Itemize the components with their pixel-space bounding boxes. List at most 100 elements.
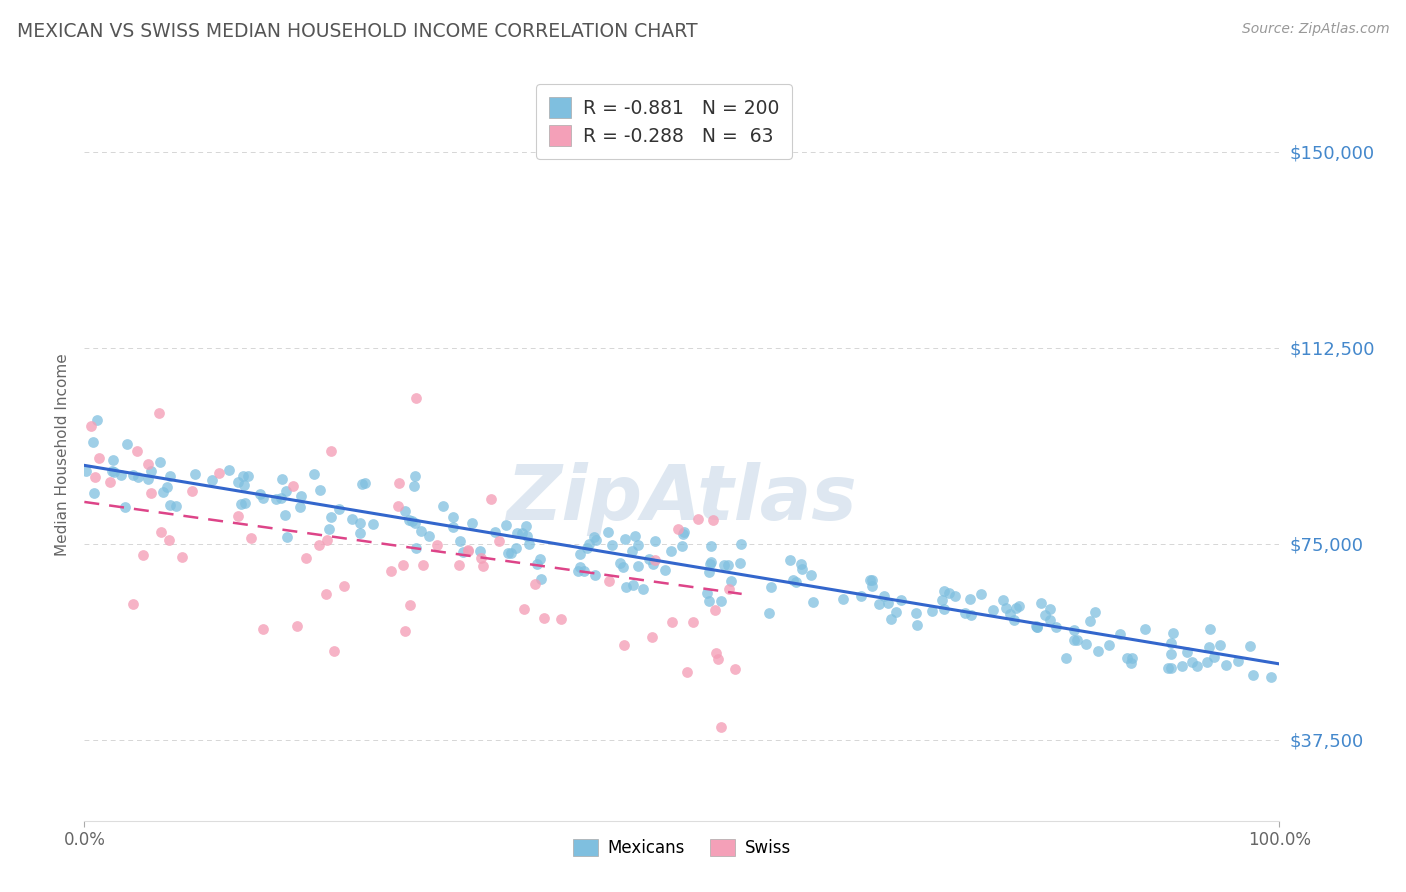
Point — [995, 600, 1018, 615]
Point — [877, 596, 900, 610]
Point — [533, 611, 555, 625]
Point — [801, 594, 824, 608]
Point — [585, 533, 607, 547]
Point — [349, 516, 371, 531]
Point — [505, 525, 527, 540]
Point — [150, 524, 173, 539]
Point — [276, 484, 298, 499]
Point — [970, 587, 993, 601]
Point — [627, 558, 650, 573]
Point — [720, 574, 742, 589]
Point — [349, 526, 371, 541]
Point — [83, 486, 105, 500]
Point — [641, 557, 664, 571]
Point — [860, 579, 883, 593]
Point — [624, 528, 647, 542]
Point — [730, 537, 752, 551]
Point — [515, 519, 537, 533]
Point — [931, 593, 953, 607]
Point — [644, 534, 666, 549]
Point — [654, 564, 676, 578]
Point — [1198, 640, 1220, 654]
Point — [103, 466, 125, 480]
Point — [75, 464, 97, 478]
Point — [229, 497, 252, 511]
Point — [676, 665, 699, 679]
Point — [252, 491, 274, 505]
Point — [582, 529, 605, 543]
Point — [873, 589, 896, 603]
Point — [1209, 638, 1232, 652]
Point — [394, 504, 416, 518]
Point — [621, 544, 644, 558]
Point — [285, 618, 308, 632]
Point — [1074, 637, 1097, 651]
Point — [713, 558, 735, 572]
Point — [609, 556, 631, 570]
Point — [352, 477, 374, 491]
Point — [309, 483, 332, 497]
Point — [319, 510, 342, 524]
Point — [1160, 636, 1182, 650]
Point — [1002, 613, 1025, 627]
Point — [1202, 649, 1225, 664]
Point — [717, 558, 740, 573]
Point — [572, 564, 595, 578]
Point — [600, 538, 623, 552]
Point — [457, 543, 479, 558]
Point — [598, 525, 620, 540]
Point — [398, 598, 420, 612]
Point — [139, 464, 162, 478]
Point — [526, 557, 548, 571]
Point — [1181, 655, 1204, 669]
Point — [443, 509, 465, 524]
Point — [707, 652, 730, 666]
Point — [1025, 620, 1047, 634]
Point — [159, 498, 181, 512]
Point — [125, 444, 148, 458]
Point — [1121, 650, 1143, 665]
Point — [252, 622, 274, 636]
Point — [82, 435, 104, 450]
Point — [83, 469, 105, 483]
Point — [380, 564, 402, 578]
Point — [496, 546, 519, 560]
Point — [114, 500, 136, 515]
Point — [264, 492, 287, 507]
Point — [1226, 654, 1249, 668]
Text: MEXICAN VS SWISS MEDIAN HOUSEHOLD INCOME CORRELATION CHART: MEXICAN VS SWISS MEDIAN HOUSEHOLD INCOME… — [17, 22, 697, 41]
Point — [959, 592, 981, 607]
Point — [1133, 622, 1156, 636]
Point — [612, 560, 634, 574]
Point — [132, 548, 155, 562]
Point — [418, 529, 440, 543]
Point — [1008, 599, 1031, 613]
Point — [1171, 659, 1194, 673]
Point — [361, 516, 384, 531]
Point — [87, 450, 110, 465]
Point — [470, 544, 492, 558]
Point — [700, 555, 723, 569]
Point — [782, 573, 804, 587]
Point — [921, 604, 943, 618]
Point — [1239, 640, 1261, 654]
Point — [457, 543, 479, 558]
Point — [633, 582, 655, 596]
Point — [271, 472, 294, 486]
Point — [304, 467, 326, 481]
Point — [880, 612, 903, 626]
Point — [404, 469, 426, 483]
Point — [451, 545, 474, 559]
Point — [697, 593, 720, 607]
Point — [981, 603, 1004, 617]
Point — [426, 538, 449, 552]
Point — [281, 479, 304, 493]
Point — [831, 591, 853, 606]
Point — [524, 576, 547, 591]
Point — [432, 499, 454, 513]
Point — [550, 612, 572, 626]
Point — [276, 530, 298, 544]
Point — [578, 537, 600, 551]
Point — [1097, 638, 1119, 652]
Point — [718, 582, 741, 596]
